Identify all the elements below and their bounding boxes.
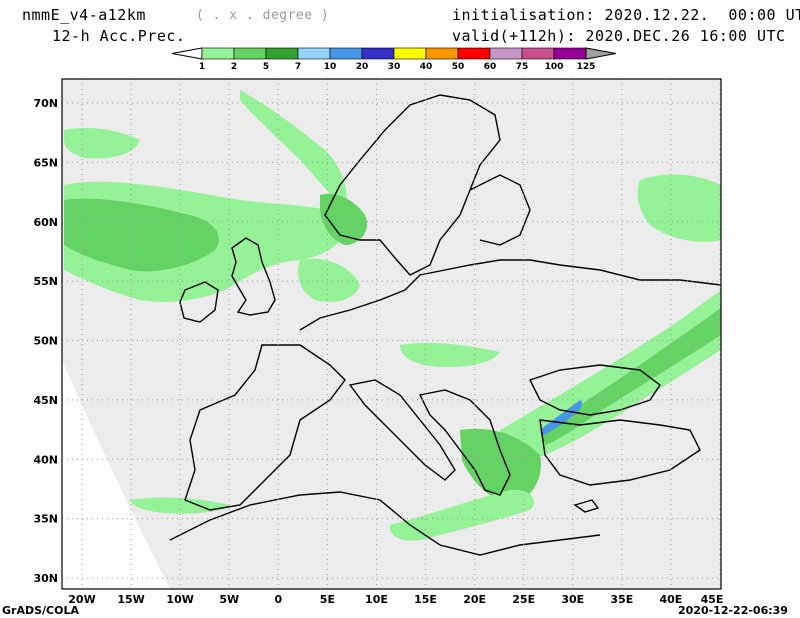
colorbar-label: 30: [388, 62, 401, 72]
lon-tick-label: 20E: [463, 593, 486, 606]
colorbar-label: 125: [577, 62, 596, 72]
footer-timestamp: 2020-12-22-06:39: [678, 604, 788, 617]
colorbar-box: [297, 47, 331, 60]
precip-norwegian-band: [240, 90, 347, 210]
colorbar-label: 40: [420, 62, 433, 72]
lon-tick-label: 5E: [320, 593, 335, 606]
init-time: initialisation: 2020.12.22. 00:00 UTC: [452, 6, 800, 24]
precip-east-russia: [637, 174, 721, 242]
precip-north-sea: [298, 258, 360, 302]
colorbar-label: 5: [263, 62, 269, 72]
lon-tick-label: 35E: [610, 593, 633, 606]
precip-atlantic: [64, 181, 346, 302]
colorbar-label: 1: [199, 62, 205, 72]
precip-norway-coast: [320, 193, 368, 245]
lat-tick-label: 35N: [33, 513, 58, 526]
colorbar-box: [329, 47, 363, 60]
lon-tick-label: 10E: [365, 593, 388, 606]
colorbar-arrow-low: [171, 47, 203, 60]
footer-software: GrADS/COLA: [2, 604, 79, 617]
lat-tick-label: 30N: [33, 572, 58, 585]
precip-iceland: [64, 128, 140, 159]
colorbar-label: 75: [516, 62, 529, 72]
map-frame: [61, 78, 722, 590]
colorbar-box: [201, 47, 235, 60]
colorbar-label: 50: [452, 62, 465, 72]
lon-tick-label: 15E: [414, 593, 437, 606]
colorbar-box: [489, 47, 523, 60]
precip-black-sea-heavy: [540, 400, 583, 436]
model-domain: [62, 79, 721, 589]
colorbar-box: [233, 47, 267, 60]
lon-tick-label: 30E: [561, 593, 584, 606]
lat-tick-label: 65N: [33, 156, 58, 169]
colorbar-box: [393, 47, 427, 60]
lat-tick-label: 70N: [33, 97, 58, 110]
colorbar-box: [425, 47, 459, 60]
colorbar-box: [265, 47, 299, 60]
precip-areas: [64, 90, 721, 541]
lat-tick-label: 50N: [33, 335, 58, 348]
precip-black-sea-band: [500, 290, 721, 465]
precip-med-band: [389, 489, 534, 541]
lon-tick-label: 0: [274, 593, 282, 606]
precip-atlantic-core: [64, 198, 219, 272]
colorbar-arrow-high: [585, 47, 617, 60]
lon-tick-label: 10W: [166, 593, 193, 606]
valid-time: valid(+112h): 2020.DEC.26 16:00 UTC: [452, 27, 786, 45]
colorbar-label: 100: [545, 62, 564, 72]
lat-tick-label: 45N: [33, 394, 58, 407]
precip-black-sea-core: [540, 308, 721, 445]
colorbar-label: 60: [484, 62, 497, 72]
units-label: ( . x . degree ): [196, 8, 330, 23]
colorbar-box: [521, 47, 555, 60]
precip-iberia-sw: [130, 497, 230, 514]
precip-alps: [400, 342, 500, 368]
colorbar-box: [457, 47, 491, 60]
colorbar: 1 2 5 7 10 20 30 40 50 60 75 100 125: [171, 47, 617, 72]
colorbar-label: 20: [356, 62, 369, 72]
lat-tick-label: 40N: [33, 453, 58, 466]
colorbar-box: [361, 47, 395, 60]
colorbar-box: [553, 47, 587, 60]
lon-tick-label: 15W: [117, 593, 144, 606]
model-name: nmmE_v4-a12km: [22, 6, 146, 24]
lon-tick-label: 5W: [219, 593, 239, 606]
precip-greece: [460, 428, 541, 505]
coastlines: [169, 94, 721, 556]
lon-tick-label: 25E: [512, 593, 535, 606]
lat-tick-label: 60N: [33, 216, 58, 229]
field-name: 12-h Acc.Prec.: [52, 27, 186, 45]
colorbar-label: 10: [324, 62, 337, 72]
gridlines: [62, 79, 721, 589]
colorbar-label: 7: [295, 62, 301, 72]
lat-tick-label: 55N: [33, 275, 58, 288]
colorbar-label: 2: [231, 62, 237, 72]
